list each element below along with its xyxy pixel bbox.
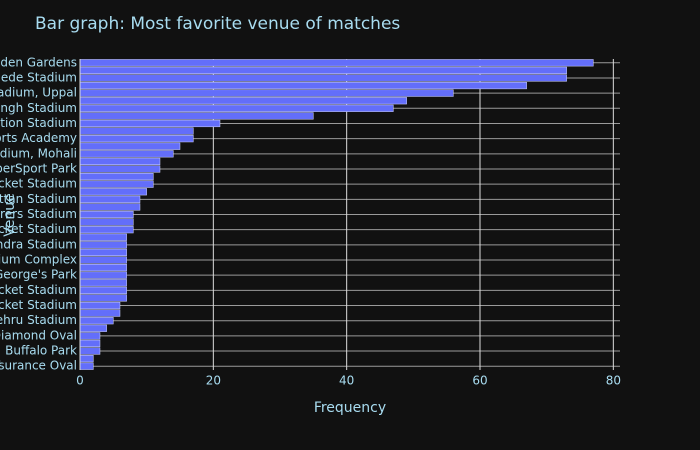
x-tick-label: 80: [606, 374, 621, 388]
bar: [79, 256, 127, 264]
bar: [79, 294, 127, 302]
bar: [79, 172, 154, 181]
bar: [79, 362, 94, 370]
x-tick-label: 0: [76, 374, 84, 388]
y-tick-label: Holkar Cricket Stadium: [0, 222, 77, 236]
y-tick-label: New Wanderers Stadium: [0, 207, 77, 221]
x-axis-title: Frequency: [314, 400, 386, 416]
x-tick-label: 20: [206, 374, 221, 388]
bar: [79, 195, 141, 203]
y-tick-label: Dr DY Patil Sports Academy: [0, 131, 77, 145]
y-tick-label: Punjab Cricket Association IS Bindra Sta…: [0, 237, 77, 251]
bar: [79, 188, 147, 196]
bar: [79, 150, 174, 158]
bar: [79, 97, 407, 105]
bar: [79, 74, 567, 82]
bar: [79, 165, 161, 173]
bar: [79, 241, 127, 249]
bar: [79, 66, 567, 74]
bar: [79, 339, 101, 348]
bar: [79, 218, 134, 226]
chart-title: Bar graph: Most favorite venue of matche…: [35, 14, 400, 34]
bar: [79, 226, 134, 234]
x-tick-label: 40: [339, 374, 354, 388]
y-tick-label: Eden Gardens: [0, 55, 77, 69]
y-tick-label: De Beers Diamond Oval: [0, 328, 77, 342]
bar: [79, 119, 221, 128]
y-tick-label: Dr. Y.S. Rajasekhara Reddy ACA-VDCA Cric…: [0, 177, 77, 191]
bar: [79, 301, 121, 310]
bar: [79, 309, 121, 317]
y-tick-label: St George's Park: [0, 268, 77, 282]
bar: [79, 286, 127, 294]
bar: [79, 347, 101, 355]
y-tick-label: Wankhede Stadium: [0, 70, 77, 84]
y-tick-label: Shaheed Veer Narayan Singh Kattan Stadiu…: [0, 192, 77, 206]
bar: [79, 89, 454, 97]
y-tick-label: Sharjah Cricket Stadium: [0, 283, 77, 297]
y-tick-label: Maharashtra Cricket Association Stadium: [0, 116, 77, 130]
x-tick-label: 60: [472, 374, 487, 388]
bar: [79, 104, 394, 112]
y-tick-label: SuperSport Park: [0, 161, 77, 175]
bar: [79, 248, 127, 257]
y-tick-label: Buffalo Park: [5, 344, 77, 358]
bar: [79, 157, 161, 165]
bar: [79, 324, 107, 332]
bar: [79, 264, 127, 272]
bar: [79, 112, 314, 120]
bar: [79, 127, 194, 135]
bar: [79, 142, 181, 150]
bar: [79, 317, 114, 325]
bar: [79, 180, 154, 188]
y-tick-label: JSCA International Stadium Complex: [0, 253, 77, 267]
y-tick-label: Rajiv Gandhi International Stadium, Uppa…: [0, 86, 77, 100]
bar: [79, 135, 194, 143]
y-tick-label: Sawai Mansingh Stadium: [0, 101, 77, 115]
bar: [79, 279, 127, 287]
bar: [79, 271, 127, 279]
bar: [79, 203, 141, 211]
y-axis-title: Venue: [2, 193, 18, 236]
bar: [79, 233, 127, 241]
bar: [79, 355, 94, 363]
bar: [79, 59, 594, 67]
bar: [79, 81, 527, 90]
y-tick-label: Nehru Stadium: [0, 313, 77, 327]
y-tick-label: Punjab Cricket Association Stadium, Moha…: [0, 146, 77, 160]
y-tick-label: Dubai International Cricket Stadium: [0, 298, 77, 312]
bar: [79, 210, 134, 219]
bar: [79, 332, 101, 340]
y-tick-label: OUTsurance Oval: [0, 359, 77, 373]
